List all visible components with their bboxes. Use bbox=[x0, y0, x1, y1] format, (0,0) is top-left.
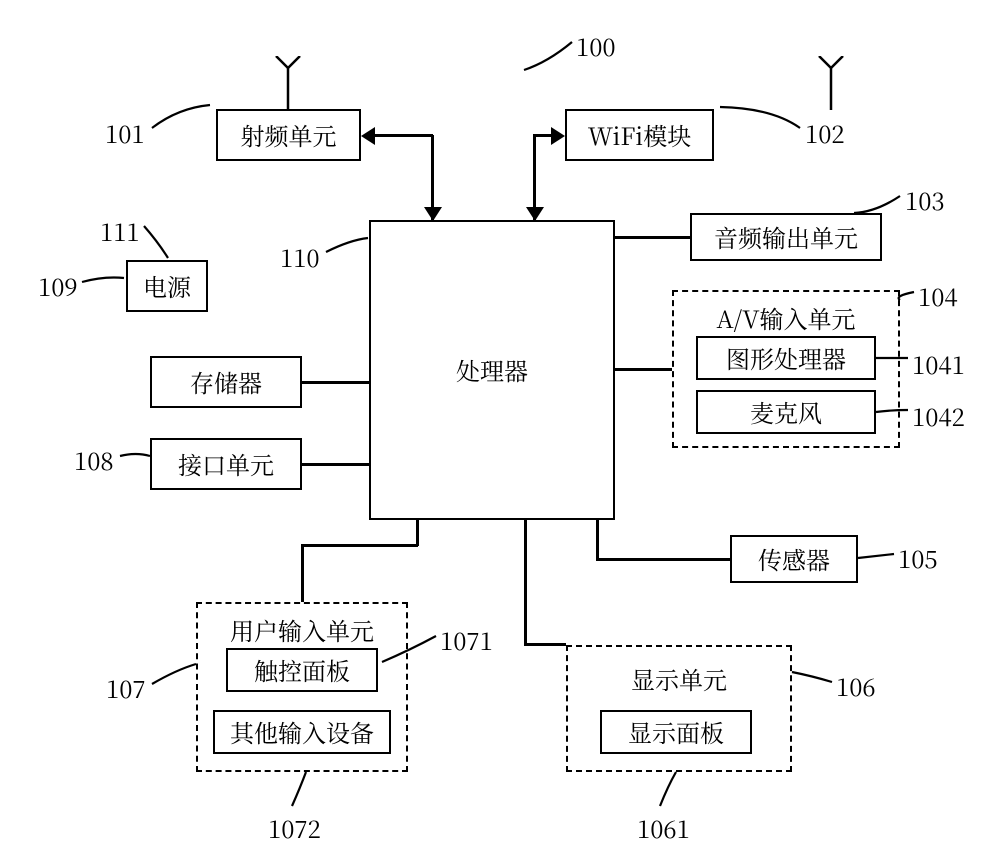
processor-node: 处理器 bbox=[369, 220, 615, 520]
power-label: 电源 bbox=[143, 274, 191, 298]
edge bbox=[301, 544, 418, 547]
callout-105: 105 bbox=[898, 540, 938, 575]
callout-111: 111 bbox=[100, 213, 140, 248]
wifi-label: WiFi模块 bbox=[588, 123, 692, 147]
edge bbox=[373, 134, 433, 137]
rf-unit-label: 射频单元 bbox=[241, 123, 337, 147]
arrow-icon bbox=[551, 127, 565, 145]
edge bbox=[302, 463, 369, 466]
display-title: 显示单元 bbox=[568, 661, 790, 696]
wifi-node: WiFi模块 bbox=[565, 109, 714, 161]
edge bbox=[596, 558, 730, 561]
arrow-icon bbox=[526, 207, 544, 221]
callout-103: 103 bbox=[905, 182, 945, 217]
touch-panel-node: 触控面板 bbox=[226, 648, 378, 692]
antenna-icon bbox=[273, 56, 303, 110]
other-input-node: 其他输入设备 bbox=[213, 710, 391, 754]
edge bbox=[524, 520, 527, 645]
edge bbox=[615, 236, 690, 239]
processor-label: 处理器 bbox=[456, 358, 528, 382]
edge bbox=[302, 381, 369, 384]
edge bbox=[301, 544, 304, 602]
gpu-node: 图形处理器 bbox=[696, 336, 876, 380]
audio-out-node: 音频输出单元 bbox=[690, 213, 882, 261]
edge bbox=[533, 134, 553, 137]
av-input-title: A/V输入单元 bbox=[674, 300, 898, 335]
audio-out-label: 音频输出单元 bbox=[714, 225, 858, 249]
callout-1042: 1042 bbox=[912, 398, 965, 433]
interface-label: 接口单元 bbox=[178, 452, 274, 476]
edge bbox=[524, 643, 566, 646]
sensor-label: 传感器 bbox=[758, 547, 830, 571]
callout-109: 109 bbox=[38, 268, 78, 303]
antenna-icon bbox=[816, 56, 846, 110]
edge bbox=[615, 368, 672, 371]
callout-110: 110 bbox=[280, 239, 320, 274]
callout-1071: 1071 bbox=[440, 622, 493, 657]
callout-1072: 1072 bbox=[268, 810, 321, 845]
power-node: 电源 bbox=[126, 260, 208, 312]
memory-node: 存储器 bbox=[150, 356, 302, 408]
callout-1041: 1041 bbox=[912, 346, 965, 381]
callout-101: 101 bbox=[105, 115, 145, 150]
mic-node: 麦克风 bbox=[696, 390, 876, 434]
edge bbox=[596, 520, 599, 560]
gpu-label: 图形处理器 bbox=[726, 346, 846, 370]
callout-108: 108 bbox=[74, 442, 114, 477]
touch-panel-label: 触控面板 bbox=[254, 658, 350, 682]
other-input-label: 其他输入设备 bbox=[230, 720, 374, 744]
callout-1061: 1061 bbox=[637, 810, 690, 845]
memory-label: 存储器 bbox=[190, 370, 262, 394]
display-panel-node: 显示面板 bbox=[600, 710, 752, 754]
display-panel-label: 显示面板 bbox=[628, 720, 724, 744]
edge bbox=[416, 520, 419, 546]
callout-100: 100 bbox=[576, 28, 616, 63]
mic-label: 麦克风 bbox=[750, 400, 822, 424]
callout-102: 102 bbox=[805, 115, 845, 150]
callout-107: 107 bbox=[106, 670, 146, 705]
user-input-title: 用户输入单元 bbox=[198, 612, 406, 647]
arrow-icon bbox=[361, 127, 375, 145]
sensor-node: 传感器 bbox=[730, 535, 858, 583]
callout-106: 106 bbox=[836, 668, 876, 703]
diagram-stage: A/V输入单元 用户输入单元 显示单元 处理器 射频单元 WiFi模块 电源 存… bbox=[0, 0, 1000, 849]
arrow-icon bbox=[424, 207, 442, 221]
rf-unit-node: 射频单元 bbox=[216, 109, 361, 161]
interface-node: 接口单元 bbox=[150, 438, 302, 490]
callout-104: 104 bbox=[918, 278, 958, 313]
